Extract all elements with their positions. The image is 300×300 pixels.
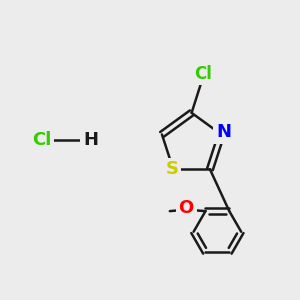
Text: Cl: Cl — [32, 130, 51, 148]
Text: H: H — [83, 130, 98, 148]
Text: O: O — [178, 199, 194, 217]
Text: S: S — [165, 160, 178, 178]
Text: Cl: Cl — [195, 64, 212, 82]
Text: N: N — [216, 123, 231, 141]
